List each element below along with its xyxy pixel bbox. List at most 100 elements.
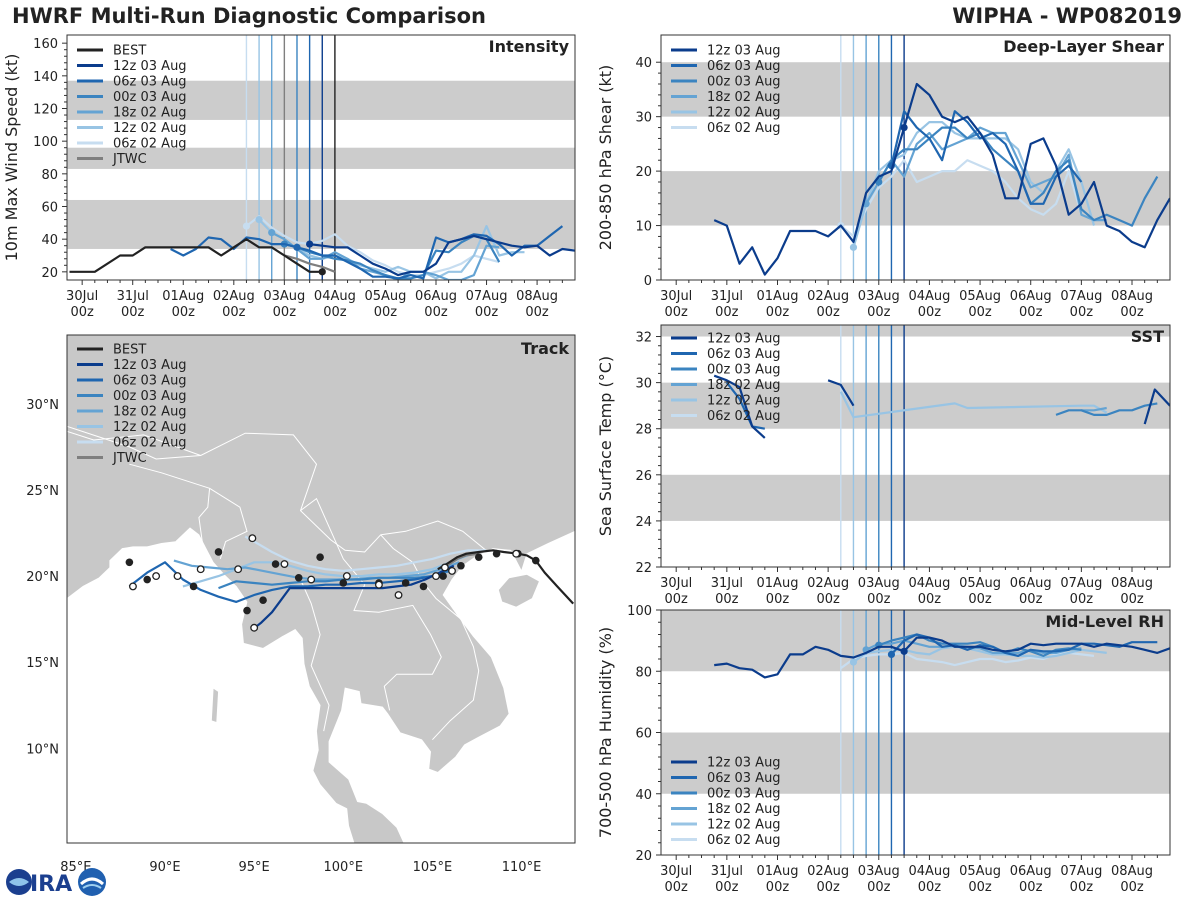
intensity-xtick-label: 07Aug bbox=[466, 289, 508, 304]
sst-series-line bbox=[839, 391, 1108, 419]
sst-ytick-label: 22 bbox=[635, 561, 652, 576]
intensity-ylabel: 10m Max Wind Speed (kt) bbox=[2, 54, 21, 262]
shear-legend-label: 12z 02 Aug bbox=[707, 106, 781, 121]
intensity-plot-area bbox=[67, 35, 575, 280]
rh-xtick-label: 05Aug bbox=[959, 864, 1001, 879]
track-position-point bbox=[259, 596, 267, 604]
shear-xtick-label: 00z bbox=[968, 305, 992, 320]
intensity-ytick-label: 120 bbox=[33, 103, 58, 118]
intensity-xtick-label: 00z bbox=[70, 305, 94, 320]
intensity-xtick-label: 00z bbox=[525, 305, 549, 320]
rh-xtick-label: 00z bbox=[665, 880, 689, 895]
shear-ytick-label: 0 bbox=[644, 274, 652, 289]
border-bangladesh bbox=[129, 463, 211, 556]
rh-legend-label: 12z 02 Aug bbox=[707, 818, 781, 833]
intensity-xtick-label: 00z bbox=[475, 305, 499, 320]
rh-legend-label: 06z 02 Aug bbox=[707, 833, 781, 848]
intensity-xtick-label: 00z bbox=[222, 305, 246, 320]
intensity-xtick-label: 00z bbox=[323, 305, 347, 320]
rh-title: Mid-Level RH bbox=[1045, 612, 1164, 631]
sst-xtick-label: 05Aug bbox=[959, 576, 1001, 591]
shear-xtick-label: 00z bbox=[918, 305, 942, 320]
track-series-line bbox=[173, 559, 460, 581]
land-andaman bbox=[210, 687, 219, 724]
cira-logo-graphic: IRA bbox=[6, 868, 106, 897]
track-open-point bbox=[280, 560, 289, 568]
shear-legend-label: 18z 02 Aug bbox=[707, 90, 781, 105]
sst-legend-label: 06z 02 Aug bbox=[707, 409, 781, 424]
shear-panel: 01020304030Jul00z31Jul00z01Aug00z02Aug00… bbox=[596, 34, 1171, 320]
shear-xtick-label: 08Aug bbox=[1111, 289, 1153, 304]
intensity-xtick-label: 05Aug bbox=[364, 289, 406, 304]
rh-legend-label: 06z 03 Aug bbox=[707, 771, 781, 786]
intensity-ytick-label: 100 bbox=[33, 135, 58, 150]
track-position-point bbox=[243, 606, 251, 615]
sst-plot-area bbox=[661, 325, 1170, 567]
sst-xtick-label: 30Jul bbox=[660, 576, 692, 591]
rh-xtick-label: 07Aug bbox=[1060, 864, 1102, 879]
track-open-point bbox=[394, 591, 403, 599]
track-legend-label: BEST bbox=[113, 343, 146, 358]
shear-series-line bbox=[713, 82, 1170, 276]
sst-legend-label: 12z 03 Aug bbox=[707, 332, 781, 347]
shear-ytick-label: 10 bbox=[635, 220, 652, 235]
rh-xtick-label: 00z bbox=[918, 880, 942, 895]
track-legend-label: 00z 03 Aug bbox=[113, 389, 187, 404]
sst-ytick-label: 24 bbox=[635, 515, 652, 530]
track-legend-label: 12z 02 Aug bbox=[113, 420, 187, 435]
shear-xtick-label: 00z bbox=[816, 305, 840, 320]
rh-ytick-label: 80 bbox=[635, 665, 652, 680]
track-position-point bbox=[492, 549, 501, 558]
rh-xtick-label: 00z bbox=[1070, 880, 1094, 895]
sst-series-line bbox=[1081, 406, 1107, 412]
border-myanmar-thailand bbox=[300, 579, 330, 732]
track-lon-label: 100°E bbox=[324, 860, 364, 875]
intensity-xtick-label: 01Aug bbox=[162, 289, 204, 304]
sst-threshold-band bbox=[661, 325, 1170, 337]
track-open-point bbox=[512, 549, 521, 558]
track-position-point bbox=[457, 561, 465, 570]
rh-xtick-label: 00z bbox=[1120, 880, 1144, 895]
track-open-point bbox=[173, 572, 182, 581]
sst-legend-label: 12z 02 Aug bbox=[707, 394, 781, 409]
track-lon-label: 110°E bbox=[502, 860, 542, 875]
sst-legend-label: 06z 03 Aug bbox=[707, 347, 781, 362]
track-legend-label: 06z 02 Aug bbox=[113, 436, 187, 451]
rh-xtick-label: 06Aug bbox=[1010, 864, 1052, 879]
border-thailand-laos bbox=[300, 497, 442, 711]
shear-xtick-label: 00z bbox=[1019, 305, 1043, 320]
shear-series-marker bbox=[849, 243, 858, 251]
intensity-legend-label: 06z 03 Aug bbox=[113, 75, 187, 90]
track-series-line bbox=[437, 549, 575, 605]
shear-xtick-label: 04Aug bbox=[908, 289, 950, 304]
rh-ytick-label: 40 bbox=[635, 788, 652, 803]
intensity-panel: 2040608010012014016030Jul00z31Jul00z01Au… bbox=[2, 34, 576, 320]
intensity-ytick-label: 80 bbox=[41, 168, 58, 183]
shear-xtick-label: 30Jul bbox=[660, 289, 692, 304]
intensity-series-marker bbox=[255, 215, 263, 224]
intensity-xtick-label: 03Aug bbox=[263, 289, 305, 304]
sst-series-line bbox=[725, 381, 765, 430]
track-legend-label: JTWC bbox=[112, 451, 147, 466]
land-hainan bbox=[497, 573, 540, 608]
shear-xtick-label: 07Aug bbox=[1060, 289, 1102, 304]
sst-xtick-label: 07Aug bbox=[1060, 576, 1102, 591]
svg-text:IRA: IRA bbox=[30, 872, 72, 897]
track-lon-label: 90°E bbox=[149, 860, 180, 875]
sst-legend-label: 18z 02 Aug bbox=[707, 378, 781, 393]
shear-legend-label: 06z 02 Aug bbox=[707, 121, 781, 136]
intensity-legend-label: 18z 02 Aug bbox=[113, 106, 187, 121]
intensity-xtick-label: 00z bbox=[121, 305, 145, 320]
shear-series-line bbox=[865, 126, 1107, 222]
intensity-xtick-label: 30Jul bbox=[66, 289, 98, 304]
intensity-legend-label: JTWC bbox=[112, 152, 147, 167]
rh-series-line bbox=[714, 636, 1170, 679]
rh-series-marker bbox=[887, 650, 896, 659]
shear-xtick-label: 00z bbox=[766, 305, 790, 320]
track-frame bbox=[66, 334, 576, 844]
rh-xtick-label: 30Jul bbox=[660, 864, 692, 879]
track-title: Track bbox=[521, 339, 569, 358]
shear-series-line bbox=[840, 159, 1083, 238]
sst-panel: 22242628303230Jul00z31Jul00z01Aug00z02Au… bbox=[596, 324, 1171, 607]
